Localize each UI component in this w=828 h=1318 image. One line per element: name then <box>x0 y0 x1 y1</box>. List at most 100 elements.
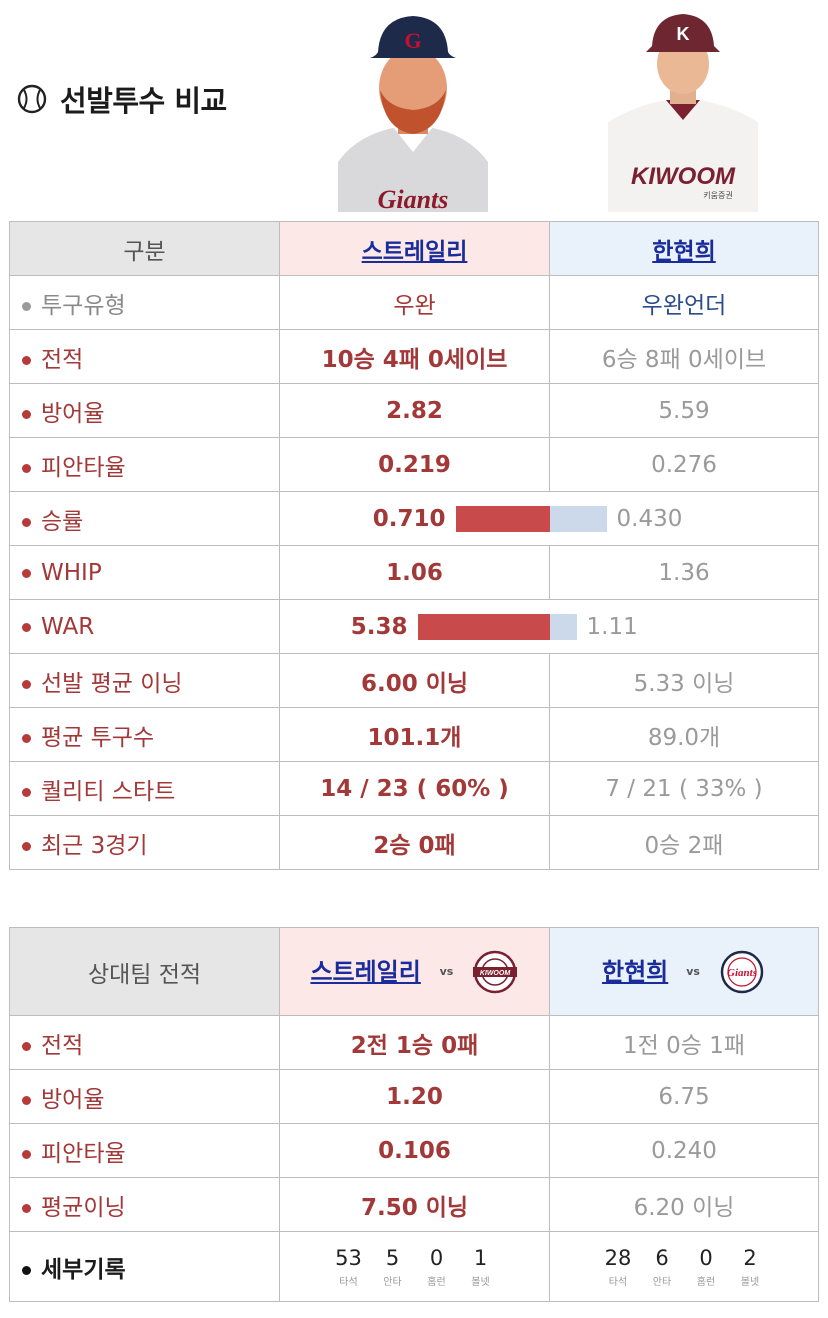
svg-text:Giants: Giants <box>378 185 449 212</box>
bar-b <box>549 613 577 640</box>
value-a: 7.50 이닝 <box>279 1177 550 1232</box>
bar-b <box>549 505 607 532</box>
table-row: 방어율 2.82 5.59 <box>9 383 819 438</box>
value-a: 0.710 <box>372 505 446 532</box>
pitcher-b-link[interactable]: 한현희 <box>652 238 716 265</box>
bullet-icon <box>22 1041 31 1051</box>
opponent-record-table: 상대팀 전적 스트레일리 vs KIWOOM 한현희 vs <box>9 927 819 1302</box>
header-pitcher-b: 한현희 <box>549 221 819 276</box>
detail-stat: 1 볼넷 <box>471 1245 490 1288</box>
row-label: 방어율 <box>9 383 280 438</box>
table-row: 투구유형 우완 우완언더 <box>9 275 819 330</box>
header-pitcher-b-vs: 한현희 vs Giants <box>549 927 819 1016</box>
bullet-icon <box>22 787 31 797</box>
bullet-icon <box>22 355 31 365</box>
bullet-icon <box>22 622 31 632</box>
svg-text:G: G <box>404 28 421 53</box>
value-b: 7 / 21 ( 33% ) <box>549 761 819 816</box>
value-b: 89.0개 <box>549 707 819 762</box>
value-a: 0.106 <box>279 1123 550 1178</box>
value-b: 5.59 <box>549 383 819 438</box>
detail-stat: 28 타석 <box>604 1245 632 1288</box>
header-category: 상대팀 전적 <box>9 927 280 1016</box>
table-row: 전적 2전 1승 0패 1전 0승 1패 <box>9 1015 819 1070</box>
bullet-icon <box>22 409 31 419</box>
row-label: 평균 투구수 <box>9 707 280 762</box>
value-b: 0.430 <box>616 505 683 532</box>
value-a: 2승 0패 <box>279 815 550 870</box>
bullet-icon <box>22 679 31 689</box>
bullet-icon <box>22 841 31 851</box>
detail-a: 53 타석 5 안타 0 홈런 1 볼넷 <box>279 1231 550 1302</box>
table-row: 피안타율 0.219 0.276 <box>9 437 819 492</box>
bullet-icon <box>22 733 31 743</box>
value-a: 2.82 <box>279 383 550 438</box>
table-row: 피안타율 0.106 0.240 <box>9 1123 819 1178</box>
header-pitcher-a-vs: 스트레일리 vs KIWOOM <box>279 927 550 1016</box>
value-b: 6승 8패 0세이브 <box>549 329 819 384</box>
pitcher-a-link[interactable]: 스트레일리 <box>310 957 421 986</box>
bar-cell-a: 5.38 <box>279 599 550 654</box>
pitcher-comparison-table: 구분 스트레일리 한현희 투구유형 우완 우완언더 전적 10승 4패 0세이브… <box>9 221 819 870</box>
table-row: 전적 10승 4패 0세이브 6승 8패 0세이브 <box>9 329 819 384</box>
value-a: 0.219 <box>279 437 550 492</box>
row-label: 퀄리티 스타트 <box>9 761 280 816</box>
table-row: 선발 평균 이닝 6.00 이닝 5.33 이닝 <box>9 653 819 708</box>
value-b: 0.276 <box>549 437 819 492</box>
svg-text:K: K <box>677 24 690 44</box>
bullet-icon <box>22 463 31 473</box>
bar-a <box>417 613 550 640</box>
value-a: 5.38 <box>350 613 408 640</box>
svg-text:Giants: Giants <box>727 967 757 979</box>
table-row: 방어율 1.20 6.75 <box>9 1069 819 1124</box>
bullet-icon <box>22 1265 31 1275</box>
row-label: 피안타율 <box>9 1123 280 1178</box>
value-b: 5.33 이닝 <box>549 653 819 708</box>
vs-label: vs <box>439 965 454 978</box>
value-b: 1전 0승 1패 <box>549 1015 819 1070</box>
value-b: 1.36 <box>549 545 819 600</box>
row-label: 세부기록 <box>9 1231 280 1302</box>
bar-a <box>455 505 550 532</box>
table-row: 평균 투구수 101.1개 89.0개 <box>9 707 819 762</box>
detail-stat: 0 홈런 <box>427 1245 446 1288</box>
value-b: 우완언더 <box>549 275 819 330</box>
value-a: 1.06 <box>279 545 550 600</box>
value-a: 101.1개 <box>279 707 550 762</box>
bar-cell-b: 1.11 <box>549 599 819 654</box>
value-b: 6.20 이닝 <box>549 1177 819 1232</box>
value-b: 1.11 <box>586 613 638 640</box>
table-row-detail: 세부기록 53 타석 5 안타 0 홈런 1 볼넷 28 타석 6 안타 0 홈런 2 볼넷 <box>9 1231 819 1302</box>
detail-b: 28 타석 6 안타 0 홈런 2 볼넷 <box>549 1231 819 1302</box>
detail-stat: 2 볼넷 <box>740 1245 760 1288</box>
value-a: 우완 <box>279 275 550 330</box>
table-row: 최근 3경기 2승 0패 0승 2패 <box>9 815 819 870</box>
row-label: 전적 <box>9 329 280 384</box>
value-a: 2전 1승 0패 <box>279 1015 550 1070</box>
header-pitcher-a: 스트레일리 <box>279 221 550 276</box>
value-b: 0.240 <box>549 1123 819 1178</box>
value-b: 0승 2패 <box>549 815 819 870</box>
row-label: 평균이닝 <box>9 1177 280 1232</box>
row-label: 투구유형 <box>9 275 280 330</box>
pitcher-a-link[interactable]: 스트레일리 <box>361 238 468 265</box>
table-row: 퀄리티 스타트 14 / 23 ( 60% ) 7 / 21 ( 33% ) <box>9 761 819 816</box>
table-row-bar: WAR 5.38 1.11 <box>9 599 819 654</box>
player-photo-han: K KIWOOM 키움증권 <box>608 12 758 212</box>
table-header-row: 상대팀 전적 스트레일리 vs KIWOOM 한현희 vs <box>9 927 819 1016</box>
value-a: 10승 4패 0세이브 <box>279 329 550 384</box>
title-wrap: 선발투수 비교 <box>16 78 227 120</box>
row-label: WHIP <box>9 545 280 600</box>
value-a: 1.20 <box>279 1069 550 1124</box>
pitcher-b-link[interactable]: 한현희 <box>602 957 669 986</box>
vs-label: vs <box>686 965 700 978</box>
header: 선발투수 비교 G Giants K KIWOOM 키움증권 <box>0 0 828 220</box>
value-a: 6.00 이닝 <box>279 653 550 708</box>
table-row: WHIP 1.06 1.36 <box>9 545 819 600</box>
table-row: 평균이닝 7.50 이닝 6.20 이닝 <box>9 1177 819 1232</box>
bullet-icon <box>22 517 31 527</box>
svg-text:KIWOOM: KIWOOM <box>480 970 510 977</box>
svg-text:키움증권: 키움증권 <box>703 190 732 200</box>
bullet-icon <box>22 301 31 311</box>
table-row-bar: 승률 0.710 0.430 <box>9 491 819 546</box>
